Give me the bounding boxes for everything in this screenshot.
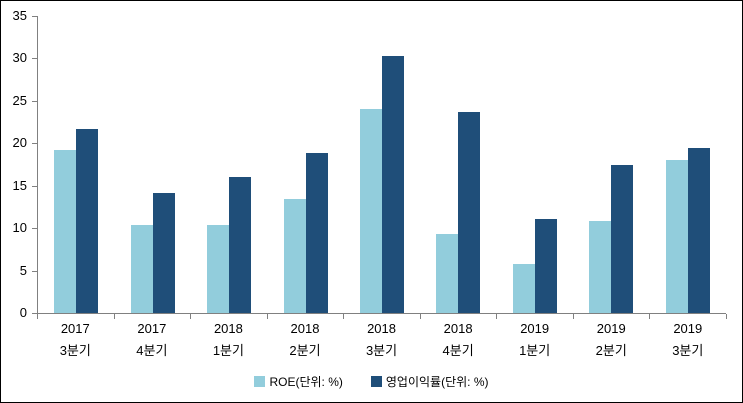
x-category-label-line: 2018	[443, 321, 473, 336]
x-category-label-line: 2017	[137, 321, 167, 336]
x-category-label: 2019 2분기	[573, 318, 650, 362]
y-tick-mark	[32, 58, 38, 60]
y-tick-label: 35	[12, 8, 27, 23]
legend-item-roe: ROE(단위: %)	[254, 373, 343, 390]
x-category-label: 2017 4분기	[114, 318, 191, 362]
bar-operating-margin	[76, 128, 99, 313]
x-category-label-line: 2019	[596, 321, 626, 336]
bar-roe	[54, 150, 77, 313]
bar-group	[191, 17, 267, 313]
y-tick-label: 5	[19, 262, 27, 278]
bar-group	[267, 17, 343, 313]
x-category-label-line: 4분기	[442, 343, 474, 358]
x-category-label-line: 1분기	[519, 343, 551, 358]
bar-operating-margin	[687, 147, 710, 313]
x-category-label-line: 2017	[60, 321, 90, 336]
legend-swatch-icon	[254, 376, 266, 387]
x-category-label-line: 3분기	[59, 343, 91, 358]
x-category-label-line: 4분기	[136, 343, 168, 358]
y-tick-label: 15	[12, 177, 27, 193]
bar-roe	[283, 199, 306, 313]
y-tick-mark	[32, 228, 38, 230]
x-category-label: 2017 3분기	[37, 318, 114, 362]
bar-operating-margin	[458, 111, 481, 313]
x-tick-mark	[496, 314, 497, 319]
bar-group	[650, 17, 726, 313]
x-category-label-line: 2018	[367, 321, 396, 336]
x-category-label: 2018 1분기	[190, 318, 267, 362]
bar-roe	[589, 220, 612, 313]
x-axis-ticks	[37, 314, 727, 319]
x-tick-mark	[37, 314, 38, 319]
x-axis-labels: 2017 3분기 2017 4분기 2018 1분기 2018 2분기 2018 3분기 2018 4…	[37, 318, 726, 362]
y-tick-mark	[32, 313, 38, 314]
x-tick-mark	[573, 314, 574, 319]
y-tick-label: 25	[12, 92, 27, 108]
legend: ROE(단위: %) 영업이익률(단위: %)	[1, 373, 742, 390]
bar-roe	[436, 234, 459, 313]
x-category-label-line: 2분기	[289, 343, 321, 358]
plot-area: 0 5 10 15 20 25 30 35	[13, 8, 726, 320]
bar-operating-margin	[305, 152, 328, 313]
y-tick-mark	[32, 16, 38, 17]
bar-group	[114, 17, 190, 313]
x-category-label: 2019 3분기	[650, 318, 727, 362]
x-category-label: 2018 3분기	[343, 318, 420, 362]
y-tick-mark	[32, 143, 38, 145]
y-tick-mark	[32, 185, 38, 187]
bar-roe	[665, 160, 688, 313]
bar-operating-margin	[534, 218, 557, 313]
bar-group	[573, 17, 649, 313]
bar-groups	[38, 17, 726, 313]
y-tick-mark	[32, 100, 38, 102]
y-tick-label: 10	[12, 220, 27, 236]
legend-swatch-icon	[370, 376, 382, 387]
bar-group	[497, 17, 573, 313]
legend-label: 영업이익률(단위: %)	[385, 375, 489, 389]
x-category-label-line: 2018	[213, 321, 243, 336]
x-category-label-line: 2019	[673, 321, 703, 336]
bar-group	[344, 17, 420, 313]
bar-operating-margin	[229, 177, 252, 313]
x-category-label-line: 2019	[520, 321, 550, 336]
bar-group	[38, 17, 114, 313]
x-tick-mark	[190, 314, 191, 319]
bar-roe	[130, 224, 153, 313]
x-tick-mark	[726, 314, 727, 319]
bar-operating-margin	[381, 55, 404, 313]
y-tick-mark	[32, 270, 38, 272]
bar-group	[420, 17, 496, 313]
bar-roe	[359, 109, 382, 313]
x-category-label-line: 3분기	[365, 343, 398, 358]
bar-roe	[207, 224, 230, 313]
x-tick-mark	[267, 314, 268, 319]
x-category-label-line: 1분기	[212, 343, 244, 358]
x-tick-mark	[649, 314, 650, 319]
x-category-label-line: 3분기	[672, 343, 704, 358]
bar-operating-margin	[611, 165, 634, 313]
x-tick-mark	[343, 314, 344, 319]
x-tick-mark	[420, 314, 421, 319]
y-tick-label: 0	[19, 305, 27, 320]
x-category-label: 2018 2분기	[267, 318, 344, 362]
x-category-label: 2019 1분기	[496, 318, 573, 362]
x-tick-mark	[114, 314, 115, 319]
y-tick-label: 30	[12, 50, 27, 66]
y-tick-label: 20	[12, 135, 27, 151]
legend-label: ROE(단위: %)	[269, 375, 343, 389]
x-category-label: 2018 4분기	[420, 318, 497, 362]
legend-item-operating-margin: 영업이익률(단위: %)	[370, 373, 489, 390]
bar-roe	[512, 263, 535, 313]
x-category-label-line: 2018	[290, 321, 320, 336]
x-category-label-line: 2분기	[595, 343, 627, 358]
bar-operating-margin	[152, 192, 175, 313]
